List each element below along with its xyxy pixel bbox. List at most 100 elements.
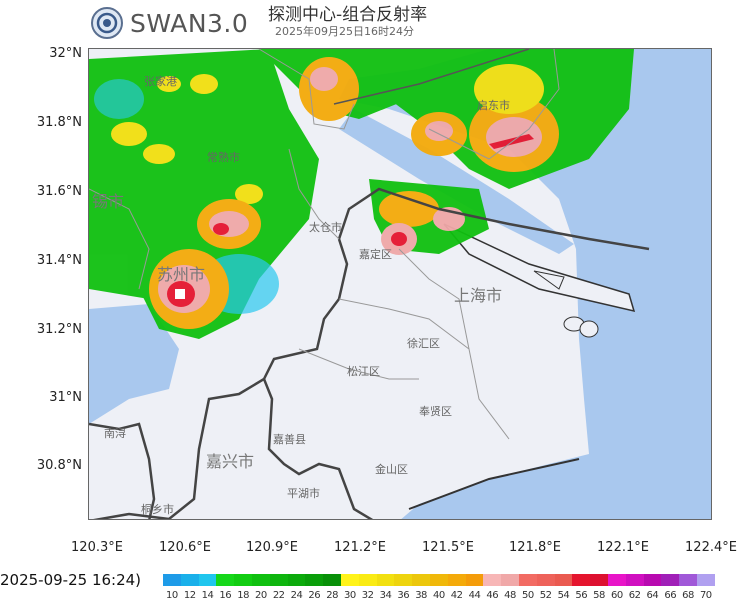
scale-tick-label: 14 bbox=[201, 590, 214, 601]
color-swatch bbox=[216, 574, 235, 586]
color-swatch bbox=[412, 574, 430, 586]
province-border bbox=[89, 187, 650, 519]
color-swatch bbox=[358, 574, 377, 586]
color-swatch bbox=[198, 574, 217, 586]
lat-label: 32°N bbox=[49, 46, 82, 61]
scale-tick-label: 48 bbox=[504, 590, 516, 601]
color-scale-ticks: 10 12 14 16 18 20 22 24 26 28 30 32 34 36 38 40 42 44 46 48… bbox=[163, 590, 715, 601]
radar-map[interactable]: 张家港 常熟市 锡市 太仓市 嘉定区 苏州市 上海市 启东市 徐汇区 松江区 奉… bbox=[88, 48, 712, 520]
sea bbox=[339, 49, 711, 519]
scale-tick-label: 38 bbox=[415, 590, 427, 601]
lon-label: 120.3°E bbox=[71, 540, 123, 555]
product-title: 探测中心-组合反射率 bbox=[268, 5, 428, 25]
scale-tick-label: 70 bbox=[699, 590, 712, 601]
island bbox=[579, 320, 599, 338]
coastline bbox=[408, 458, 580, 510]
lat-label: 31.4°N bbox=[36, 253, 82, 268]
place-label: 常熟市 bbox=[207, 151, 240, 164]
scale-tick-label: 28 bbox=[326, 590, 338, 601]
taihu-lake bbox=[89, 304, 179, 424]
color-swatch bbox=[554, 574, 573, 586]
scale-tick-label: 40 bbox=[432, 590, 445, 601]
lon-label: 122.4°E bbox=[685, 540, 737, 555]
place-label: 启东市 bbox=[477, 99, 510, 112]
scale-tick-label: 52 bbox=[539, 590, 552, 601]
scale-tick-label: 60 bbox=[610, 590, 623, 601]
color-swatch bbox=[590, 574, 608, 586]
legend-timestamp: 2025-09-25 16:24) bbox=[0, 571, 142, 589]
scale-tick-label: 54 bbox=[557, 590, 570, 601]
lon-label: 121.5°E bbox=[422, 540, 474, 555]
lat-label: 31.8°N bbox=[36, 115, 82, 130]
place-label: 上海市 bbox=[454, 286, 503, 305]
lat-label: 30.8°N bbox=[36, 458, 82, 473]
color-swatch bbox=[465, 574, 484, 586]
color-swatch bbox=[572, 574, 591, 586]
scale-tick-label: 56 bbox=[575, 590, 588, 601]
color-swatch bbox=[163, 574, 181, 586]
scale-tick-label: 30 bbox=[344, 590, 356, 601]
scale-tick-label: 24 bbox=[290, 590, 303, 601]
color-swatch bbox=[625, 574, 644, 586]
scale-tick-label: 20 bbox=[255, 590, 267, 601]
product-time: 2025年09月25日16时24分 bbox=[275, 25, 414, 38]
scale-tick-label: 62 bbox=[628, 590, 641, 601]
color-swatch bbox=[234, 574, 252, 586]
lat-label: 31.6°N bbox=[36, 184, 82, 199]
scale-tick-label: 58 bbox=[593, 590, 605, 601]
color-swatch bbox=[536, 574, 555, 586]
map-layers bbox=[89, 49, 711, 519]
color-swatch bbox=[429, 574, 448, 586]
scale-tick-label: 36 bbox=[397, 590, 410, 601]
scale-tick-label: 66 bbox=[664, 590, 677, 601]
lon-label: 120.9°E bbox=[246, 540, 298, 555]
place-label: 锡市 bbox=[92, 192, 125, 211]
color-swatch bbox=[376, 574, 395, 586]
scale-tick-label: 42 bbox=[450, 590, 463, 601]
color-swatch bbox=[305, 574, 324, 586]
place-label: 嘉善县 bbox=[273, 433, 306, 446]
lat-label: 31.2°N bbox=[36, 322, 82, 337]
place-label: 苏州市 bbox=[157, 265, 206, 284]
lon-label: 121.8°E bbox=[509, 540, 561, 555]
color-swatch bbox=[643, 574, 662, 586]
color-swatch bbox=[394, 574, 413, 586]
lon-label: 120.6°E bbox=[159, 540, 211, 555]
color-scale-bar bbox=[163, 574, 715, 586]
coastline bbox=[333, 49, 530, 105]
color-swatch bbox=[607, 574, 626, 586]
logo-text: SWAN3.0 bbox=[130, 8, 249, 38]
scale-tick-label: 22 bbox=[272, 590, 285, 601]
color-swatch bbox=[323, 574, 341, 586]
scale-tick-label: 64 bbox=[646, 590, 659, 601]
place-label: 奉贤区 bbox=[419, 405, 452, 418]
color-swatch bbox=[180, 574, 199, 586]
place-label: 桐乡市 bbox=[141, 503, 174, 516]
scale-tick-label: 16 bbox=[219, 590, 232, 601]
place-label: 张家港 bbox=[144, 75, 177, 88]
place-label: 金山区 bbox=[375, 463, 408, 476]
color-swatch bbox=[696, 574, 715, 586]
scale-tick-label: 32 bbox=[361, 590, 374, 601]
island bbox=[533, 270, 565, 290]
place-label: 平湖市 bbox=[287, 487, 320, 500]
logo: SWAN3.0 bbox=[90, 6, 248, 40]
place-label: 嘉兴市 bbox=[206, 452, 255, 471]
city-border bbox=[89, 49, 560, 440]
color-swatch bbox=[679, 574, 697, 586]
chongming-island bbox=[443, 223, 636, 313]
scale-tick-label: 44 bbox=[468, 590, 481, 601]
place-label: 徐汇区 bbox=[407, 337, 440, 350]
scale-tick-label: 46 bbox=[486, 590, 499, 601]
scale-tick-label: 12 bbox=[183, 590, 196, 601]
color-swatch bbox=[251, 574, 270, 586]
radar-echoes bbox=[89, 49, 634, 339]
color-swatch bbox=[483, 574, 502, 586]
scale-tick-label: 18 bbox=[237, 590, 249, 601]
scale-tick-label: 10 bbox=[166, 590, 178, 601]
color-swatch bbox=[447, 574, 466, 586]
place-label: 松江区 bbox=[347, 365, 380, 378]
cma-logo-icon bbox=[91, 7, 123, 39]
scale-tick-label: 50 bbox=[521, 590, 534, 601]
lat-label: 31°N bbox=[49, 390, 82, 405]
